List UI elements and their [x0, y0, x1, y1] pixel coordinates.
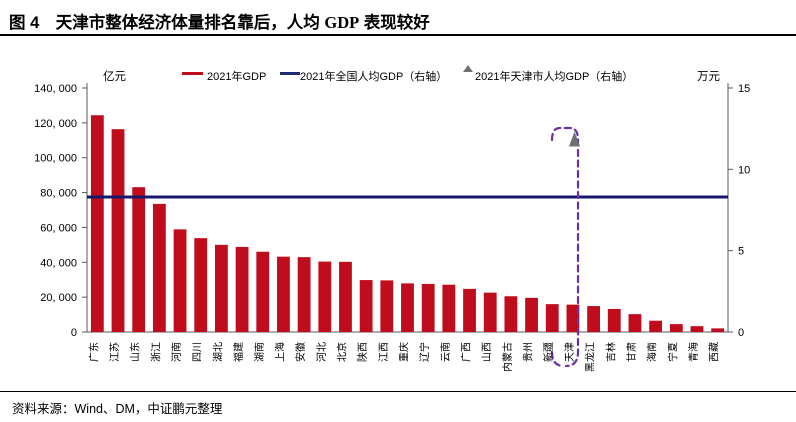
svg-text:宁夏: 宁夏: [666, 342, 679, 362]
svg-text:甘肃: 甘肃: [625, 342, 638, 362]
svg-text:15: 15: [738, 83, 750, 95]
svg-text:河北: 河北: [316, 342, 328, 362]
svg-text:江西: 江西: [378, 342, 390, 362]
svg-text:江苏: 江苏: [108, 342, 121, 362]
svg-text:青海: 青海: [687, 342, 700, 362]
svg-text:云南: 云南: [439, 342, 452, 362]
svg-text:80, 000: 80, 000: [40, 188, 77, 200]
svg-text:40, 000: 40, 000: [40, 257, 77, 269]
svg-text:5: 5: [738, 246, 744, 258]
svg-text:0: 0: [738, 327, 744, 339]
svg-text:浙江: 浙江: [150, 342, 162, 362]
svg-text:西藏: 西藏: [709, 342, 721, 362]
svg-text:120, 000: 120, 000: [34, 118, 77, 130]
svg-text:辽宁: 辽宁: [418, 342, 431, 362]
svg-text:湖北: 湖北: [212, 342, 224, 362]
svg-text:100, 000: 100, 000: [34, 153, 77, 165]
svg-text:贵州: 贵州: [522, 342, 535, 362]
svg-text:山东: 山东: [129, 342, 142, 362]
svg-text:安徽: 安徽: [294, 342, 307, 362]
svg-text:上海: 上海: [273, 342, 286, 362]
svg-text:60, 000: 60, 000: [40, 222, 77, 234]
svg-text:20, 000: 20, 000: [40, 292, 77, 304]
svg-text:重庆: 重庆: [398, 342, 411, 362]
svg-text:140, 000: 140, 000: [34, 83, 77, 95]
svg-text:湖南: 湖南: [253, 342, 266, 362]
svg-text:吉林: 吉林: [604, 342, 617, 362]
svg-text:天津: 天津: [564, 342, 576, 362]
svg-text:10: 10: [738, 164, 750, 176]
svg-text:四川: 四川: [193, 342, 204, 362]
svg-text:北京: 北京: [335, 342, 348, 362]
svg-text:0: 0: [71, 327, 77, 339]
svg-text:广西: 广西: [461, 342, 473, 362]
svg-text:内蒙古: 内蒙古: [501, 342, 514, 372]
svg-text:新疆: 新疆: [542, 342, 555, 362]
svg-text:陕西: 陕西: [356, 342, 369, 362]
svg-text:福建: 福建: [232, 342, 245, 362]
svg-text:黑龙江: 黑龙江: [584, 342, 597, 372]
svg-text:广东: 广东: [87, 342, 100, 362]
svg-text:河南: 河南: [170, 342, 183, 362]
svg-text:海南: 海南: [646, 342, 659, 362]
svg-text:山西: 山西: [481, 342, 493, 362]
